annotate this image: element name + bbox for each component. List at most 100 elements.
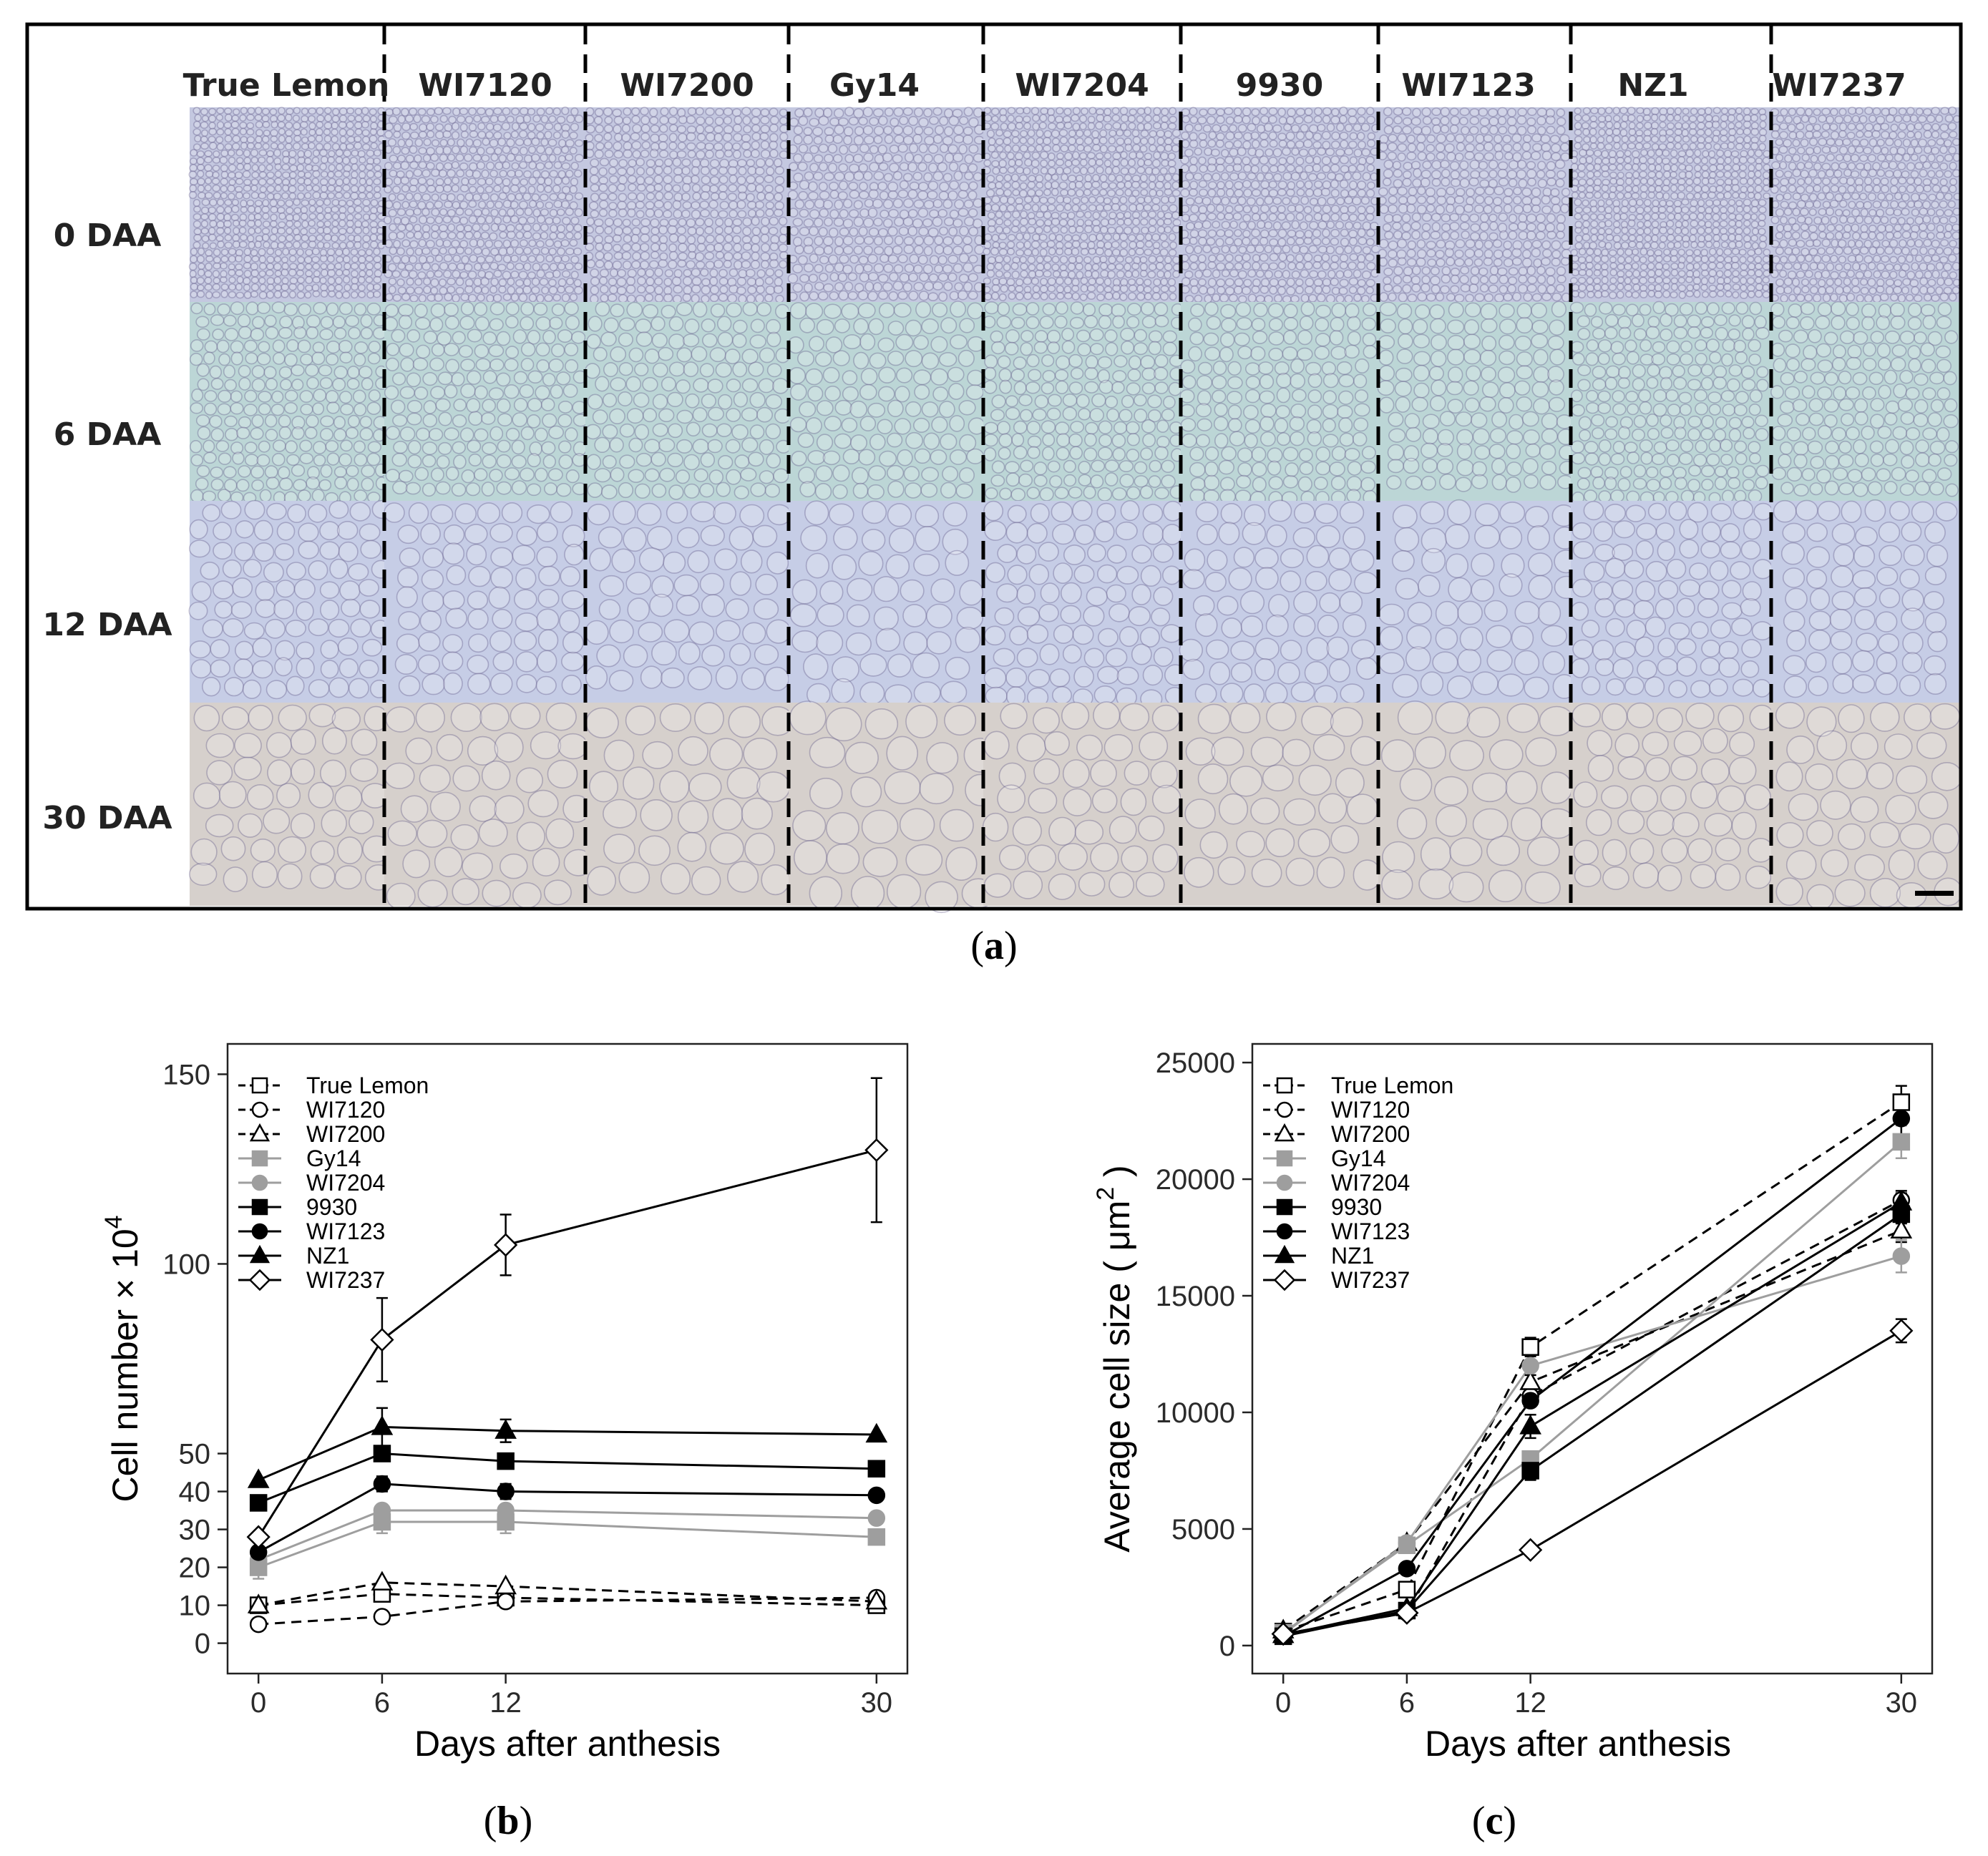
data-point-9930: [373, 1445, 391, 1462]
series-line-gy14: [258, 1520, 877, 1569]
legend-marker-wi7120: [251, 1101, 268, 1118]
series-line-wi7237: [1282, 1329, 1902, 1636]
micrograph-6-daa-9930: [1179, 301, 1378, 507]
data-point-nz1: [1519, 1415, 1541, 1435]
legend-label-wi7123: WI7123: [306, 1218, 385, 1244]
cell-size-chart: 0 6 12 30 0 5000 10000 15000 20000 25000 True Lem…: [1092, 1042, 1934, 1843]
legend-label-wi7237: WI7237: [306, 1267, 385, 1293]
legend-marker-wi7237: [248, 1269, 271, 1291]
micrograph-30-daa-wi7120: [384, 702, 593, 910]
legend-marker-true-lemon: [251, 1077, 268, 1094]
legend-label-wi7123: WI7123: [1331, 1218, 1410, 1244]
micrograph-12-daa-wi7200: [585, 500, 791, 703]
y-tick-label: 30: [179, 1515, 211, 1546]
data-point-true-lemon: [1521, 1338, 1539, 1356]
micrograph-0-daa-wi7120: [383, 106, 585, 303]
y-tick-label: 5000: [1171, 1514, 1235, 1545]
data-point-wi7120: [249, 1615, 268, 1633]
legend-marker-wi7120: [1276, 1101, 1293, 1118]
y-tick-label: 15000: [1156, 1281, 1235, 1312]
axes-b: 0 6 12 30 0 10 20 30 40 50 100 150: [162, 1059, 892, 1719]
legend-marker-wi7200: [1274, 1123, 1295, 1142]
y-tick-label: 10000: [1156, 1397, 1235, 1429]
series-line-wi7237: [257, 1148, 877, 1538]
data-point-true-lemon: [1398, 1581, 1416, 1598]
micrograph-12-daa-wi7123: [1378, 499, 1579, 703]
data-point-gy14: [867, 1528, 886, 1546]
data-point-nz1: [865, 1422, 888, 1443]
x-tick-label: 6: [374, 1687, 390, 1719]
y-tick-label: 40: [179, 1477, 211, 1508]
data-point-9930: [867, 1460, 886, 1478]
row-labels: 0 DAA 6 DAA 12 DAA 30 DAA: [42, 218, 172, 836]
scale-bar: [1915, 891, 1954, 896]
column-label-wi7204: WI7204: [1015, 67, 1149, 104]
data-point-nz1: [1890, 1191, 1913, 1211]
data-point-true-lemon: [1892, 1093, 1911, 1111]
x-tick-label: 0: [250, 1687, 266, 1719]
cell-number-chart: 0 6 12 30 0 10 20 30 40 50 100 150 True LemonWI7120…: [100, 1042, 909, 1843]
y-axis-title-b: Cell number × 104: [100, 1215, 145, 1502]
legend-label-gy14: Gy14: [1331, 1146, 1385, 1171]
y-tick-label: 20: [179, 1553, 211, 1584]
data-point-wi7123: [1521, 1392, 1539, 1410]
legend-marker-true-lemon: [1276, 1077, 1293, 1094]
legend-label-wi7204: WI7204: [306, 1170, 385, 1196]
legend-marker-wi7237: [1273, 1269, 1296, 1291]
legend-label-true-lemon: True Lemon: [306, 1073, 429, 1098]
legend-label-wi7120: WI7120: [306, 1097, 385, 1123]
column-label-wi7123: WI7123: [1401, 67, 1535, 104]
series-line-nz1: [258, 1425, 877, 1481]
column-label-9930: 9930: [1236, 67, 1323, 104]
micrograph-0-daa-wi7200: [584, 107, 789, 304]
data-point-gy14: [1892, 1133, 1911, 1151]
data-point-9930: [1521, 1462, 1539, 1480]
micrograph-30-daa-true-lemon: [189, 703, 392, 906]
legend-marker-wi7204: [1276, 1174, 1293, 1191]
row-label-30-daa: 30 DAA: [42, 800, 172, 836]
micrograph-6-daa-true-lemon: [189, 301, 389, 505]
y-tick-label: 20000: [1156, 1164, 1235, 1196]
y-tick-label: 25000: [1156, 1047, 1235, 1079]
column-label-wi7120: WI7120: [418, 67, 552, 104]
data-point-wi7123: [497, 1483, 515, 1500]
micrograph-6-daa-wi7123: [1377, 301, 1576, 501]
markers-c: [1271, 1093, 1914, 1646]
micrograph-0-daa-9930: [1179, 106, 1380, 304]
markers-b: [246, 1138, 889, 1633]
legend-label-wi7237: WI7237: [1331, 1267, 1410, 1293]
series-line-nz1: [1282, 1201, 1902, 1636]
micrograph-6-daa-wi7237: [1770, 301, 1961, 501]
data-point-wi7123: [373, 1475, 391, 1493]
legend-marker-gy14: [1276, 1150, 1293, 1167]
data-point-nz1: [494, 1419, 517, 1439]
legend-marker-nz1: [1274, 1244, 1295, 1264]
legend-b: True LemonWI7120WI7200Gy14WI72049930WI71…: [238, 1073, 429, 1293]
data-point-wi7237: [494, 1233, 518, 1257]
data-point-wi7237: [864, 1138, 889, 1163]
data-point-wi7204: [867, 1509, 886, 1527]
micrograph-0-daa-nz1: [1569, 107, 1771, 302]
legend-label-wi7200: WI7200: [306, 1121, 385, 1147]
data-point-wi7200: [865, 1589, 888, 1610]
data-point-wi7237: [1519, 1538, 1543, 1562]
series-lines-b: [257, 1148, 877, 1626]
column-label-wi7200: WI7200: [620, 67, 754, 104]
series-line-wi7204: [258, 1509, 877, 1561]
data-point-wi7204: [1892, 1247, 1911, 1265]
data-point-nz1: [371, 1415, 394, 1435]
micrograph-0-daa-wi7123: [1378, 107, 1572, 303]
x-tick-label: 30: [1886, 1687, 1918, 1719]
series-line-true-lemon: [1282, 1101, 1902, 1633]
series-line-true-lemon: [258, 1593, 877, 1607]
micrograph-12-daa-wi7120: [384, 501, 585, 703]
micrograph-tiles: [188, 106, 1963, 914]
micrograph-6-daa-wi7120: [383, 301, 589, 501]
legend-marker-wi7123: [251, 1223, 268, 1240]
legend-label-9930: 9930: [306, 1194, 357, 1220]
y-axis-title-c: Average cell size ( μm2 ): [1092, 1165, 1137, 1552]
legend-marker-nz1: [249, 1244, 271, 1264]
x-tick-label: 6: [1399, 1687, 1415, 1719]
y-tick-label: 10: [179, 1591, 211, 1622]
y-tick-label: 0: [195, 1628, 210, 1660]
